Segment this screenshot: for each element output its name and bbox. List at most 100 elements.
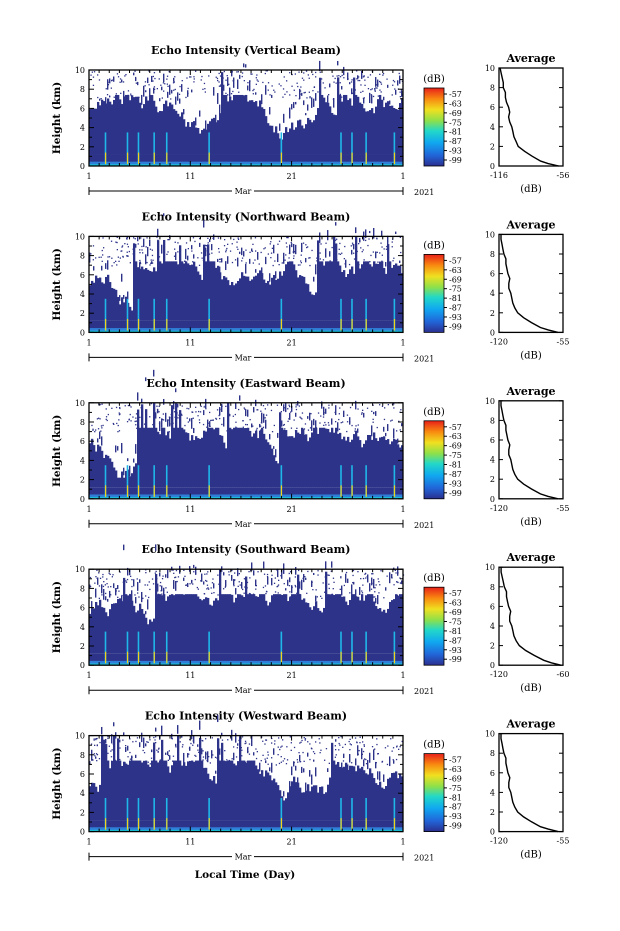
profile-x-label: (dB) bbox=[520, 850, 542, 861]
y-tick-label: 4 bbox=[80, 124, 85, 133]
profile-y-tick-label: 2 bbox=[490, 808, 495, 817]
x-tick-label: 11 bbox=[185, 838, 195, 847]
colorbar-tick-label: -81 bbox=[449, 294, 462, 303]
profile-title: Average bbox=[505, 218, 555, 231]
profile-x-tick-label: -56 bbox=[557, 171, 570, 180]
x-tick-label: 1 bbox=[86, 338, 91, 347]
profile-y-tick-label: 4 bbox=[490, 622, 495, 631]
colorbar-tick-label: -75 bbox=[449, 451, 462, 460]
profile-line bbox=[500, 234, 559, 334]
profile-y-tick-label: 0 bbox=[490, 828, 495, 837]
x-tick-label: 11 bbox=[185, 671, 195, 680]
profile-y-tick-label: 8 bbox=[490, 749, 495, 758]
y-tick-label: 8 bbox=[80, 418, 85, 427]
y-axis-label: Height (km) bbox=[51, 415, 63, 487]
profile-title: Average bbox=[505, 52, 555, 65]
y-tick-label: 6 bbox=[80, 271, 85, 280]
profile-y-tick-label: 8 bbox=[490, 84, 495, 93]
profile-y-tick-label: 6 bbox=[490, 103, 495, 112]
year-label: 2021 bbox=[414, 854, 434, 863]
colorbar bbox=[423, 87, 445, 167]
colorbar-tick-label: -81 bbox=[449, 627, 462, 636]
x-tick-label: 1 bbox=[400, 172, 405, 181]
profile-line bbox=[499, 67, 559, 167]
y-tick-label: 4 bbox=[80, 623, 85, 632]
profile-x-tick-label: -116 bbox=[490, 171, 508, 180]
y-tick-label: 10 bbox=[75, 232, 85, 241]
colorbar-tick-label: -63 bbox=[449, 599, 462, 608]
colorbar-unit: (dB) bbox=[423, 407, 445, 418]
colorbar-tick-label: -87 bbox=[449, 137, 462, 146]
colorbar-tick-label: -75 bbox=[449, 617, 462, 626]
profile-y-tick-label: 4 bbox=[490, 788, 495, 797]
colorbar-tick-label: -63 bbox=[449, 765, 462, 774]
colorbar-unit: (dB) bbox=[423, 573, 445, 584]
colorbar-tick-label: -93 bbox=[449, 646, 462, 655]
panel-title: Echo Intensity (Southward Beam) bbox=[142, 543, 351, 556]
colorbar-tick-label: -87 bbox=[449, 636, 462, 645]
colorbar-tick-label: -69 bbox=[449, 275, 462, 284]
profile-y-tick-label: 4 bbox=[490, 289, 495, 298]
x-tick-label: 11 bbox=[185, 338, 195, 347]
y-tick-label: 10 bbox=[75, 66, 85, 75]
colorbar-tick-label: -87 bbox=[449, 304, 462, 313]
profile-x-tick-label: -55 bbox=[557, 337, 570, 346]
profile-y-tick-label: 10 bbox=[485, 64, 495, 73]
month-label: Mar bbox=[235, 187, 252, 196]
colorbar-tick-label: -75 bbox=[449, 118, 462, 127]
x-tick-label: 11 bbox=[185, 505, 195, 514]
x-axis-label: Local Time (Day) bbox=[195, 869, 295, 881]
y-tick-label: 10 bbox=[75, 732, 85, 741]
colorbar-tick-label: -57 bbox=[449, 756, 462, 765]
beam-panel: Echo Intensity (Vertical Beam)0246810Hei… bbox=[51, 44, 569, 197]
profile-y-tick-label: 10 bbox=[485, 563, 495, 572]
y-tick-label: 8 bbox=[80, 584, 85, 593]
profile-x-tick-label: -60 bbox=[557, 670, 570, 679]
profile-x-tick-label: -55 bbox=[557, 837, 570, 846]
profile-y-tick-label: 6 bbox=[490, 436, 495, 445]
y-axis-label: Height (km) bbox=[51, 747, 63, 819]
profile-x-label: (dB) bbox=[520, 517, 542, 528]
colorbar-tick-label: -99 bbox=[449, 322, 462, 331]
colorbar-unit: (dB) bbox=[423, 240, 445, 251]
colorbar-tick-label: -93 bbox=[449, 479, 462, 488]
y-tick-label: 0 bbox=[80, 328, 85, 337]
x-tick-label: 1 bbox=[86, 505, 91, 514]
profile-x-tick-label: -120 bbox=[490, 504, 508, 513]
profile-title: Average bbox=[505, 385, 555, 398]
beam-panel: Echo Intensity (Northward Beam)0246810He… bbox=[51, 210, 569, 363]
panel-title: Echo Intensity (Vertical Beam) bbox=[151, 44, 341, 57]
y-tick-label: 2 bbox=[80, 476, 85, 485]
beam-panel: Echo Intensity (Westward Beam)0246810Hei… bbox=[51, 710, 569, 863]
echo-heatmap bbox=[89, 369, 404, 499]
y-tick-label: 4 bbox=[80, 456, 85, 465]
y-axis-label: Height (km) bbox=[51, 581, 63, 653]
y-tick-label: 8 bbox=[80, 252, 85, 261]
year-label: 2021 bbox=[414, 521, 434, 530]
y-tick-label: 2 bbox=[80, 143, 85, 152]
month-label: Mar bbox=[235, 520, 252, 529]
colorbar-unit: (dB) bbox=[423, 74, 445, 85]
profile-y-tick-label: 2 bbox=[490, 309, 495, 318]
profile-y-tick-label: 2 bbox=[490, 475, 495, 484]
colorbar-unit: (dB) bbox=[423, 740, 445, 751]
month-label: Mar bbox=[235, 853, 252, 862]
echo-heatmap bbox=[89, 60, 404, 166]
y-tick-label: 0 bbox=[80, 495, 85, 504]
profile-y-tick-label: 2 bbox=[490, 142, 495, 151]
y-tick-label: 2 bbox=[80, 309, 85, 318]
y-axis-label: Height (km) bbox=[51, 248, 63, 320]
profile-y-tick-label: 4 bbox=[490, 456, 495, 465]
colorbar-tick-label: -63 bbox=[449, 266, 462, 275]
profile-y-tick-label: 6 bbox=[490, 270, 495, 279]
colorbar-tick-label: -99 bbox=[449, 156, 462, 165]
y-tick-label: 8 bbox=[80, 751, 85, 760]
profile-y-tick-label: 6 bbox=[490, 769, 495, 778]
profile-y-tick-label: 4 bbox=[490, 123, 495, 132]
y-tick-label: 0 bbox=[80, 661, 85, 670]
y-tick-label: 2 bbox=[80, 808, 85, 817]
year-label: 2021 bbox=[414, 188, 434, 197]
profile-y-tick-label: 10 bbox=[485, 730, 495, 739]
colorbar bbox=[423, 420, 445, 500]
